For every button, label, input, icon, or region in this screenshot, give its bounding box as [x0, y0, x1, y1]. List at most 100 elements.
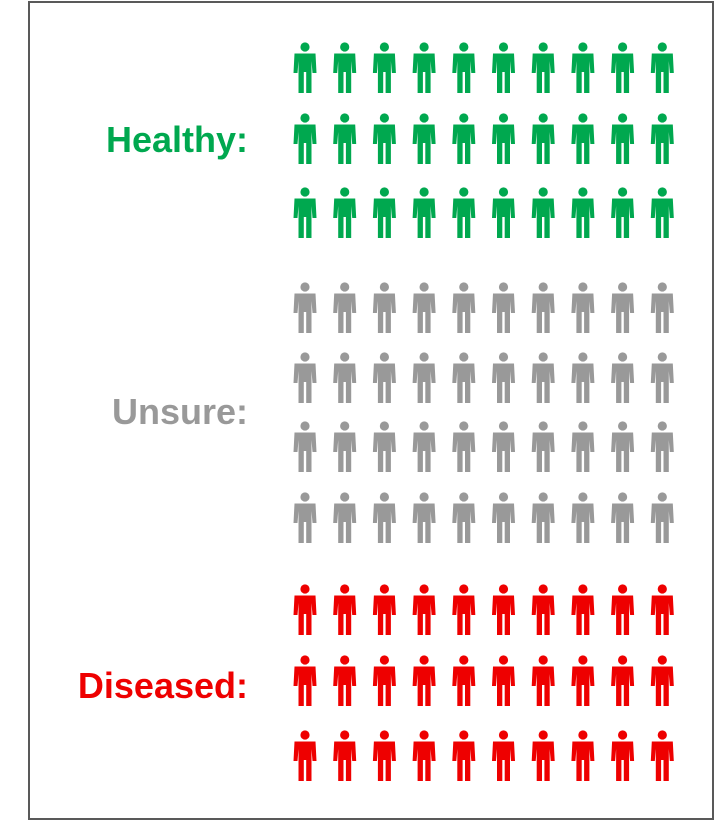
person-icon-unsure-36 [492, 492, 515, 543]
person-icon-unsure-26 [492, 421, 515, 472]
person-icon-healthy-16 [492, 113, 515, 164]
person-icon-unsure-34 [412, 492, 436, 543]
person-icon-unsure-5 [452, 282, 476, 333]
person-icon-diseased-29 [611, 730, 635, 781]
person-icon-unsure-25 [452, 421, 476, 472]
person-icon-unsure-19 [611, 352, 635, 403]
person-icon-diseased-5 [452, 584, 476, 635]
person-icon-diseased-24 [412, 730, 436, 781]
person-icon-healthy-2 [333, 42, 357, 93]
person-icon-diseased-4 [412, 584, 436, 635]
person-icon-healthy-28 [571, 187, 595, 238]
person-icon-healthy-5 [452, 42, 476, 93]
person-icon-unsure-16 [492, 352, 515, 403]
person-icon-healthy-19 [611, 113, 635, 164]
person-icon-unsure-13 [372, 352, 396, 403]
person-icon-unsure-39 [611, 492, 635, 543]
person-icon-unsure-31 [293, 492, 317, 543]
person-icon-diseased-2 [333, 584, 357, 635]
person-icon-diseased-26 [492, 730, 515, 781]
chart-frame [28, 1, 714, 820]
person-icon-healthy-15 [452, 113, 476, 164]
person-icon-diseased-27 [531, 730, 555, 781]
person-icon-unsure-23 [372, 421, 396, 472]
person-icon-healthy-27 [531, 187, 555, 238]
person-icon-unsure-6 [492, 282, 515, 333]
person-icon-diseased-12 [333, 655, 357, 706]
person-icon-unsure-37 [531, 492, 555, 543]
person-icon-unsure-17 [531, 352, 555, 403]
person-icon-unsure-40 [650, 492, 674, 543]
person-icon-unsure-35 [452, 492, 476, 543]
person-icon-unsure-8 [571, 282, 595, 333]
person-icon-diseased-22 [333, 730, 357, 781]
person-icon-unsure-20 [650, 352, 674, 403]
person-icon-healthy-23 [372, 187, 396, 238]
person-icon-diseased-6 [492, 584, 515, 635]
person-icon-unsure-32 [333, 492, 357, 543]
person-icon-healthy-14 [412, 113, 436, 164]
label-healthy: Healthy: [105, 119, 248, 160]
person-icon-diseased-9 [611, 584, 635, 635]
person-icon-unsure-28 [571, 421, 595, 472]
person-icon-unsure-27 [531, 421, 555, 472]
person-icon-diseased-28 [571, 730, 595, 781]
person-icon-healthy-3 [372, 42, 396, 93]
person-icon-diseased-30 [650, 730, 674, 781]
person-icon-healthy-13 [372, 113, 396, 164]
person-icon-healthy-17 [531, 113, 555, 164]
person-icon-diseased-3 [372, 584, 396, 635]
person-icon-healthy-25 [452, 187, 476, 238]
person-icon-diseased-7 [531, 584, 555, 635]
person-icon-unsure-12 [333, 352, 357, 403]
person-icon-diseased-11 [293, 655, 317, 706]
person-icon-diseased-15 [452, 655, 476, 706]
person-icon-unsure-7 [531, 282, 555, 333]
person-icon-unsure-2 [333, 282, 357, 333]
person-icon-healthy-30 [650, 187, 674, 238]
person-icon-diseased-16 [492, 655, 515, 706]
person-icon-unsure-3 [372, 282, 396, 333]
person-icon-diseased-1 [293, 584, 317, 635]
person-icon-healthy-22 [333, 187, 357, 238]
person-icon-unsure-33 [372, 492, 396, 543]
person-icon-healthy-29 [611, 187, 635, 238]
person-icon-diseased-23 [372, 730, 396, 781]
person-icon-healthy-11 [293, 113, 317, 164]
person-icon-unsure-38 [571, 492, 595, 543]
label-unsure: Unsure: [111, 391, 248, 432]
person-icon-unsure-22 [333, 421, 357, 472]
person-icon-unsure-4 [412, 282, 436, 333]
person-icon-diseased-18 [571, 655, 595, 706]
person-icon-healthy-4 [412, 42, 436, 93]
person-icon-healthy-20 [650, 113, 674, 164]
person-icon-diseased-19 [611, 655, 635, 706]
person-icon-healthy-7 [531, 42, 555, 93]
person-icon-diseased-8 [571, 584, 595, 635]
person-icon-healthy-21 [293, 187, 317, 238]
person-icon-diseased-10 [650, 584, 674, 635]
person-icon-diseased-25 [452, 730, 476, 781]
person-icon-diseased-13 [372, 655, 396, 706]
person-icon-unsure-18 [571, 352, 595, 403]
person-icon-diseased-21 [293, 730, 317, 781]
label-diseased: Diseased: [77, 665, 248, 706]
person-icon-unsure-24 [412, 421, 436, 472]
person-icon-healthy-9 [611, 42, 635, 93]
person-icon-diseased-14 [412, 655, 436, 706]
person-icon-healthy-12 [333, 113, 357, 164]
person-icon-unsure-9 [611, 282, 635, 333]
person-icon-diseased-17 [531, 655, 555, 706]
person-icon-healthy-18 [571, 113, 595, 164]
person-icon-healthy-6 [492, 42, 515, 93]
person-icon-unsure-11 [293, 352, 317, 403]
person-icon-diseased-20 [650, 655, 674, 706]
person-icon-healthy-24 [412, 187, 436, 238]
person-icon-unsure-10 [650, 282, 674, 333]
person-icon-healthy-1 [293, 42, 317, 93]
person-icon-unsure-29 [611, 421, 635, 472]
person-icon-unsure-30 [650, 421, 674, 472]
person-icon-unsure-14 [412, 352, 436, 403]
person-icon-healthy-10 [650, 42, 674, 93]
